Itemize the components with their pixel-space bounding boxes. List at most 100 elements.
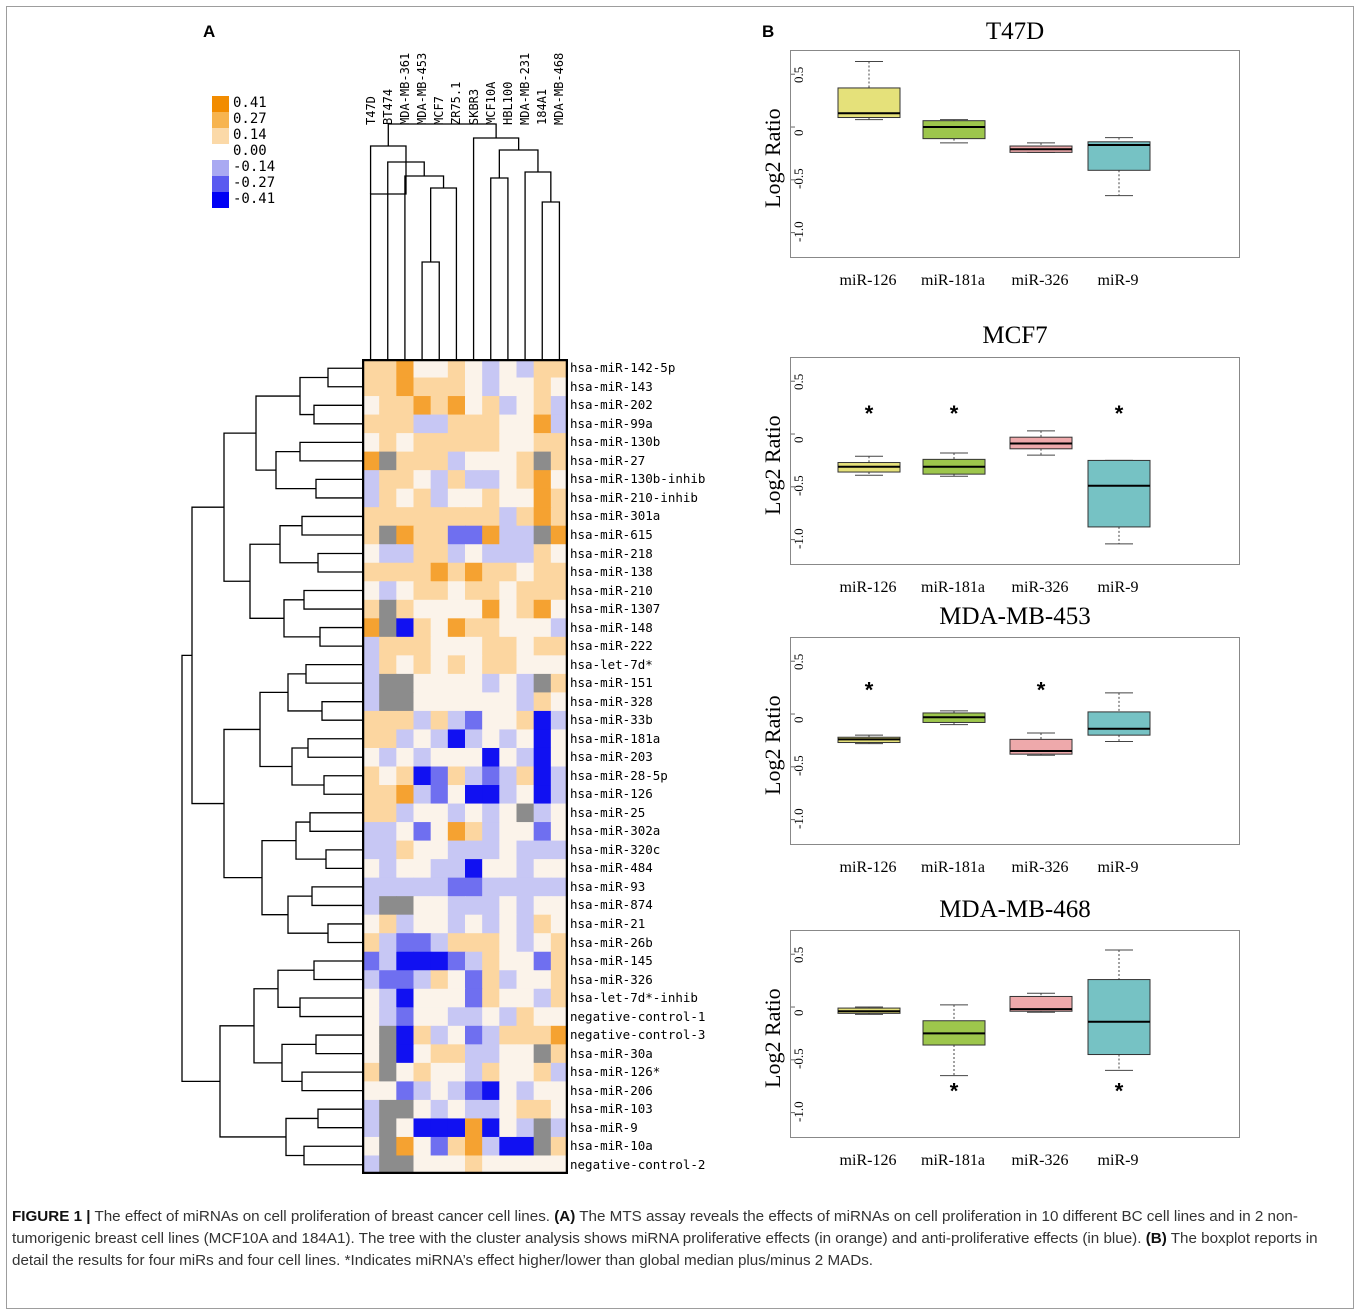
y-tick-label: 0	[791, 129, 806, 137]
row-label: hsa-miR-202	[570, 397, 653, 413]
heatmap-cell	[550, 599, 568, 619]
heatmap-cell	[396, 581, 415, 601]
heatmap-cell	[550, 766, 568, 786]
row-label: hsa-miR-130b	[570, 434, 661, 450]
heatmap-cell	[379, 822, 397, 842]
heatmap-cell	[482, 933, 500, 953]
heatmap-cell	[465, 655, 483, 675]
heatmap-cell	[362, 396, 380, 416]
heatmap-cell	[362, 470, 380, 490]
heatmap-cell	[396, 822, 415, 842]
row-label: hsa-miR-99a	[570, 415, 653, 431]
legend-label: -0.41	[233, 191, 276, 207]
heatmap-cell	[550, 433, 568, 453]
heatmap-cell	[550, 1062, 568, 1082]
x-tick-label: miR-126	[839, 579, 897, 596]
heatmap-cell	[430, 470, 449, 490]
heatmap-cell	[533, 470, 552, 490]
heatmap-cell	[396, 544, 415, 564]
heatmap-cell	[516, 859, 535, 879]
legend-label: 0.41	[233, 95, 267, 111]
heatmap-cell	[482, 525, 500, 545]
dendrogram-link	[261, 839, 296, 916]
heatmap-cell	[465, 470, 483, 490]
dendrogram-link	[277, 969, 314, 1008]
heatmap-cell	[430, 544, 449, 564]
heatmap-cell	[447, 859, 466, 879]
heatmap-cell	[533, 377, 552, 397]
heatmap-cell	[499, 673, 518, 694]
box	[1009, 995, 1073, 1012]
heatmap-cell	[379, 433, 397, 453]
heatmap-cell	[447, 1044, 466, 1064]
caption-text-2: The MTS assay reveals the effects of miR…	[12, 1208, 1298, 1247]
row-label: hsa-miR-320c	[570, 841, 661, 857]
heatmap-cell	[413, 507, 432, 527]
legend-swatch	[212, 176, 229, 192]
heatmap-cell	[396, 859, 415, 879]
heatmap-cell	[465, 618, 483, 638]
heatmap-cell	[499, 933, 518, 953]
heatmap-cell	[447, 970, 466, 990]
heatmap-cell	[533, 396, 552, 416]
box	[922, 120, 986, 140]
heatmap-cell	[430, 766, 449, 786]
x-tick-label: miR-126	[839, 272, 897, 289]
heatmap-cell	[550, 747, 568, 768]
heatmap-cell	[379, 710, 397, 731]
heatmap-cell	[379, 970, 397, 990]
heatmap-cell	[465, 970, 483, 990]
heatmap-cell	[516, 988, 535, 1008]
heatmap-cell	[396, 1081, 415, 1101]
dendrogram-link	[387, 123, 497, 146]
heatmap-cell	[465, 747, 483, 768]
heatmap-cell	[516, 692, 535, 712]
heatmap-cell	[430, 710, 449, 731]
heatmap-cell	[550, 803, 568, 823]
heatmap-cell	[430, 377, 449, 397]
heatmap-cell	[499, 988, 518, 1008]
heatmap-cell	[550, 581, 568, 601]
heatmap-cell	[499, 414, 518, 434]
heatmap-cell	[465, 1118, 483, 1138]
heatmap-cell	[465, 488, 483, 508]
heatmap-cell	[362, 859, 380, 879]
heatmap-cell	[430, 673, 449, 694]
heatmap-cell	[447, 525, 466, 545]
heatmap-cell	[447, 599, 466, 619]
heatmap-cell	[447, 1081, 466, 1101]
heatmap-cell	[379, 581, 397, 601]
heatmap-cell	[430, 729, 449, 749]
heatmap-cell	[362, 618, 380, 638]
heatmap-cell	[482, 433, 500, 453]
heatmap-cell	[516, 710, 535, 731]
heatmap-cell	[465, 433, 483, 453]
heatmap-cell	[516, 488, 535, 508]
row-label: hsa-miR-26b	[570, 934, 653, 950]
heatmap-cell	[379, 988, 397, 1008]
heatmap-cell	[516, 1044, 535, 1064]
heatmap-cell	[516, 1155, 535, 1174]
heatmap-cell	[362, 451, 380, 471]
heatmap-cell	[447, 896, 466, 916]
heatmap-cell	[413, 1025, 432, 1045]
heatmap-cell	[533, 525, 552, 545]
row-label: hsa-miR-203	[570, 749, 653, 765]
heatmap-cell	[379, 1081, 397, 1101]
heatmap-cell	[447, 507, 466, 527]
heatmap-cell	[362, 673, 380, 694]
heatmap-cell	[413, 729, 432, 749]
heatmap-cell	[516, 877, 535, 897]
legend-label: 0.14	[233, 127, 267, 143]
heatmap-cell	[413, 525, 432, 545]
heatmap-cell	[550, 562, 568, 582]
heatmap-cell	[482, 951, 500, 971]
heatmap-cell	[447, 1155, 466, 1174]
heatmap-cell	[499, 914, 518, 934]
heatmap-cell	[550, 1007, 568, 1027]
heatmap-cell	[516, 840, 535, 860]
dendrogram-link	[315, 1034, 364, 1055]
row-label: hsa-miR-126*	[570, 1064, 661, 1080]
heatmap-cell	[413, 859, 432, 879]
y-tick-label: -0.5	[791, 1048, 806, 1069]
